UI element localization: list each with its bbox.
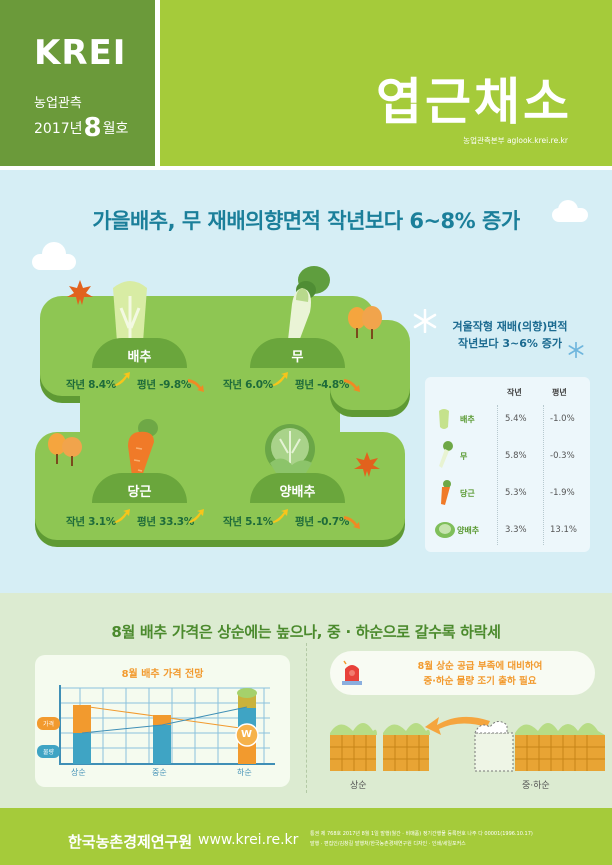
napa-cabbage-icon xyxy=(439,409,449,429)
table-row: 당근 5.3% -1.9% xyxy=(425,476,590,512)
label-hill xyxy=(250,473,345,503)
department-url: 농업관측본부 aglook.krei.re.kr xyxy=(463,136,568,145)
crate-label-mid-late: 중·하순 xyxy=(522,781,550,791)
footer-org-name: 한국농촌경제연구원 xyxy=(68,833,193,851)
table-row: 양배추 3.3% 13.1% xyxy=(425,513,590,549)
label-hill xyxy=(92,473,187,503)
stat-last-year: 작년 5.1% xyxy=(223,516,274,528)
stat-last-year: 작년 8.4% xyxy=(66,379,117,391)
arrow-up-icon xyxy=(272,372,288,386)
header: KREI 농업관측 2017년8월호 엽근채소 농업관측본부 aglook.kr… xyxy=(0,0,612,170)
section-divider xyxy=(306,643,307,793)
issue-date: 2017년8월호 xyxy=(34,113,128,143)
section1-headline: 가을배추, 무 재배의향면적 작년보다 6~8% 증가 xyxy=(92,209,520,233)
won-icon: W xyxy=(241,729,253,740)
maple-leaf-icon xyxy=(354,452,380,477)
label-hill xyxy=(92,338,187,368)
autumn-tree-icon xyxy=(348,306,382,339)
legend-volume: 물량 xyxy=(37,745,61,758)
issue-year: 2017년 xyxy=(34,121,83,137)
snowflake-icon xyxy=(568,342,584,358)
x-label: 상순 xyxy=(71,768,86,777)
col-header-last-year: 작년 xyxy=(507,388,522,397)
stat-vs-average: 평년 -4.8% xyxy=(295,379,350,391)
cloud-icon xyxy=(32,242,76,270)
page-title: 엽근채소 xyxy=(376,73,572,131)
header-left-panel: KREI 농업관측 2017년8월호 xyxy=(0,0,155,166)
issue-label: 농업관측 xyxy=(34,96,82,111)
issue-suffix: 월호 xyxy=(102,121,129,137)
column-divider xyxy=(497,405,498,545)
price-outlook-section: 8월 배추 가격은 상순에는 높으나, 중 · 하순으로 갈수록 하락세 8월 … xyxy=(0,593,612,808)
stat-last-year: 작년 6.0% xyxy=(223,379,274,391)
alert-callout: 8월 상순 공급 부족에 대비하여 중·하순 물량 조기 출하 필요 xyxy=(330,651,595,695)
arrow-up-icon xyxy=(188,509,204,523)
cabbage-icon xyxy=(435,522,455,538)
arrow-up-icon xyxy=(272,509,288,523)
table-row: 배추 5.4% -1.0% xyxy=(425,402,590,438)
arrow-down-icon xyxy=(344,516,360,529)
stat-vs-average: 평년 33.3% xyxy=(137,516,195,528)
stat-vs-average: 평년 -9.8% xyxy=(137,379,192,391)
arrow-down-icon xyxy=(344,379,360,392)
radish-icon xyxy=(288,266,330,346)
label-hill xyxy=(250,338,345,368)
header-right-panel: 엽근채소 농업관측본부 aglook.krei.re.kr xyxy=(160,0,612,166)
veg-name-radish: 무 xyxy=(291,350,304,365)
arrow-up-icon xyxy=(114,509,130,523)
section2-headline: 8월 배추 가격은 상순에는 높으나, 중 · 하순으로 갈수록 하락세 xyxy=(111,623,501,641)
column-divider xyxy=(543,405,544,545)
winter-area-table: 작년 평년 배추 5.4% -1.0% 무 5.8% -0.3% 당근 5.3%… xyxy=(425,377,590,552)
veg-name-cabbage: 양배추 xyxy=(279,485,316,500)
arrow-up-icon xyxy=(114,372,130,386)
maple-leaf-icon xyxy=(67,280,93,305)
planting-area-section: 가을배추, 무 재배의향면적 작년보다 6~8% 증가 배추 작년 8.4% xyxy=(0,170,612,593)
stat-vs-average: 평년 -0.7% xyxy=(295,516,350,528)
carrot-icon xyxy=(128,419,158,483)
chart-title: 8월 배추 가격 전망 xyxy=(121,669,204,680)
arrow-down-icon xyxy=(188,379,204,392)
veg-name-napa-cabbage: 배추 xyxy=(127,350,152,365)
alert-text: 8월 상순 공급 부족에 대비하여 중·하순 물량 조기 출하 필요 xyxy=(417,661,543,687)
table-row: 무 5.8% -0.3% xyxy=(425,439,590,475)
price-outlook-chart: 8월 배추 가격 전망 xyxy=(35,655,290,787)
crate-label-early: 상순 xyxy=(350,781,367,791)
winter-note: 겨울작형 재배(의향)면적 작년보다 3~6% 증가 xyxy=(452,320,568,350)
footer-url[interactable]: www.krei.re.kr xyxy=(198,832,299,848)
footer: 한국농촌경제연구원 www.krei.re.kr 통권 제 768호 2017년… xyxy=(0,808,612,865)
napa-cabbage-icon xyxy=(113,281,147,347)
legend-price: 가격 xyxy=(37,717,61,730)
footer-publication-info: 통권 제 768호 2017년 8월 1일 발행(월간 · 비매품) 정기간행물… xyxy=(310,831,533,837)
krei-logo: KREI xyxy=(34,33,127,73)
x-label: 중순 xyxy=(152,768,167,777)
cabbage-crates-illustration xyxy=(330,716,605,772)
snowflake-icon xyxy=(413,309,437,333)
x-label: 하순 xyxy=(237,768,252,777)
cloud-icon xyxy=(552,200,588,222)
cabbage-icon xyxy=(265,424,315,474)
siren-icon xyxy=(342,660,362,685)
veg-name-carrot: 당근 xyxy=(127,485,152,500)
autumn-tree-icon xyxy=(48,433,82,466)
col-header-average: 평년 xyxy=(552,388,567,397)
issue-month: 8 xyxy=(83,113,102,143)
footer-credits: 발행 · 편집인/김창길 발행처/한국농촌경제연구원 디자인 · 인쇄/세일포커… xyxy=(310,841,466,847)
radish-icon xyxy=(439,441,453,468)
stat-last-year: 작년 3.1% xyxy=(66,516,117,528)
carrot-icon xyxy=(441,480,451,505)
